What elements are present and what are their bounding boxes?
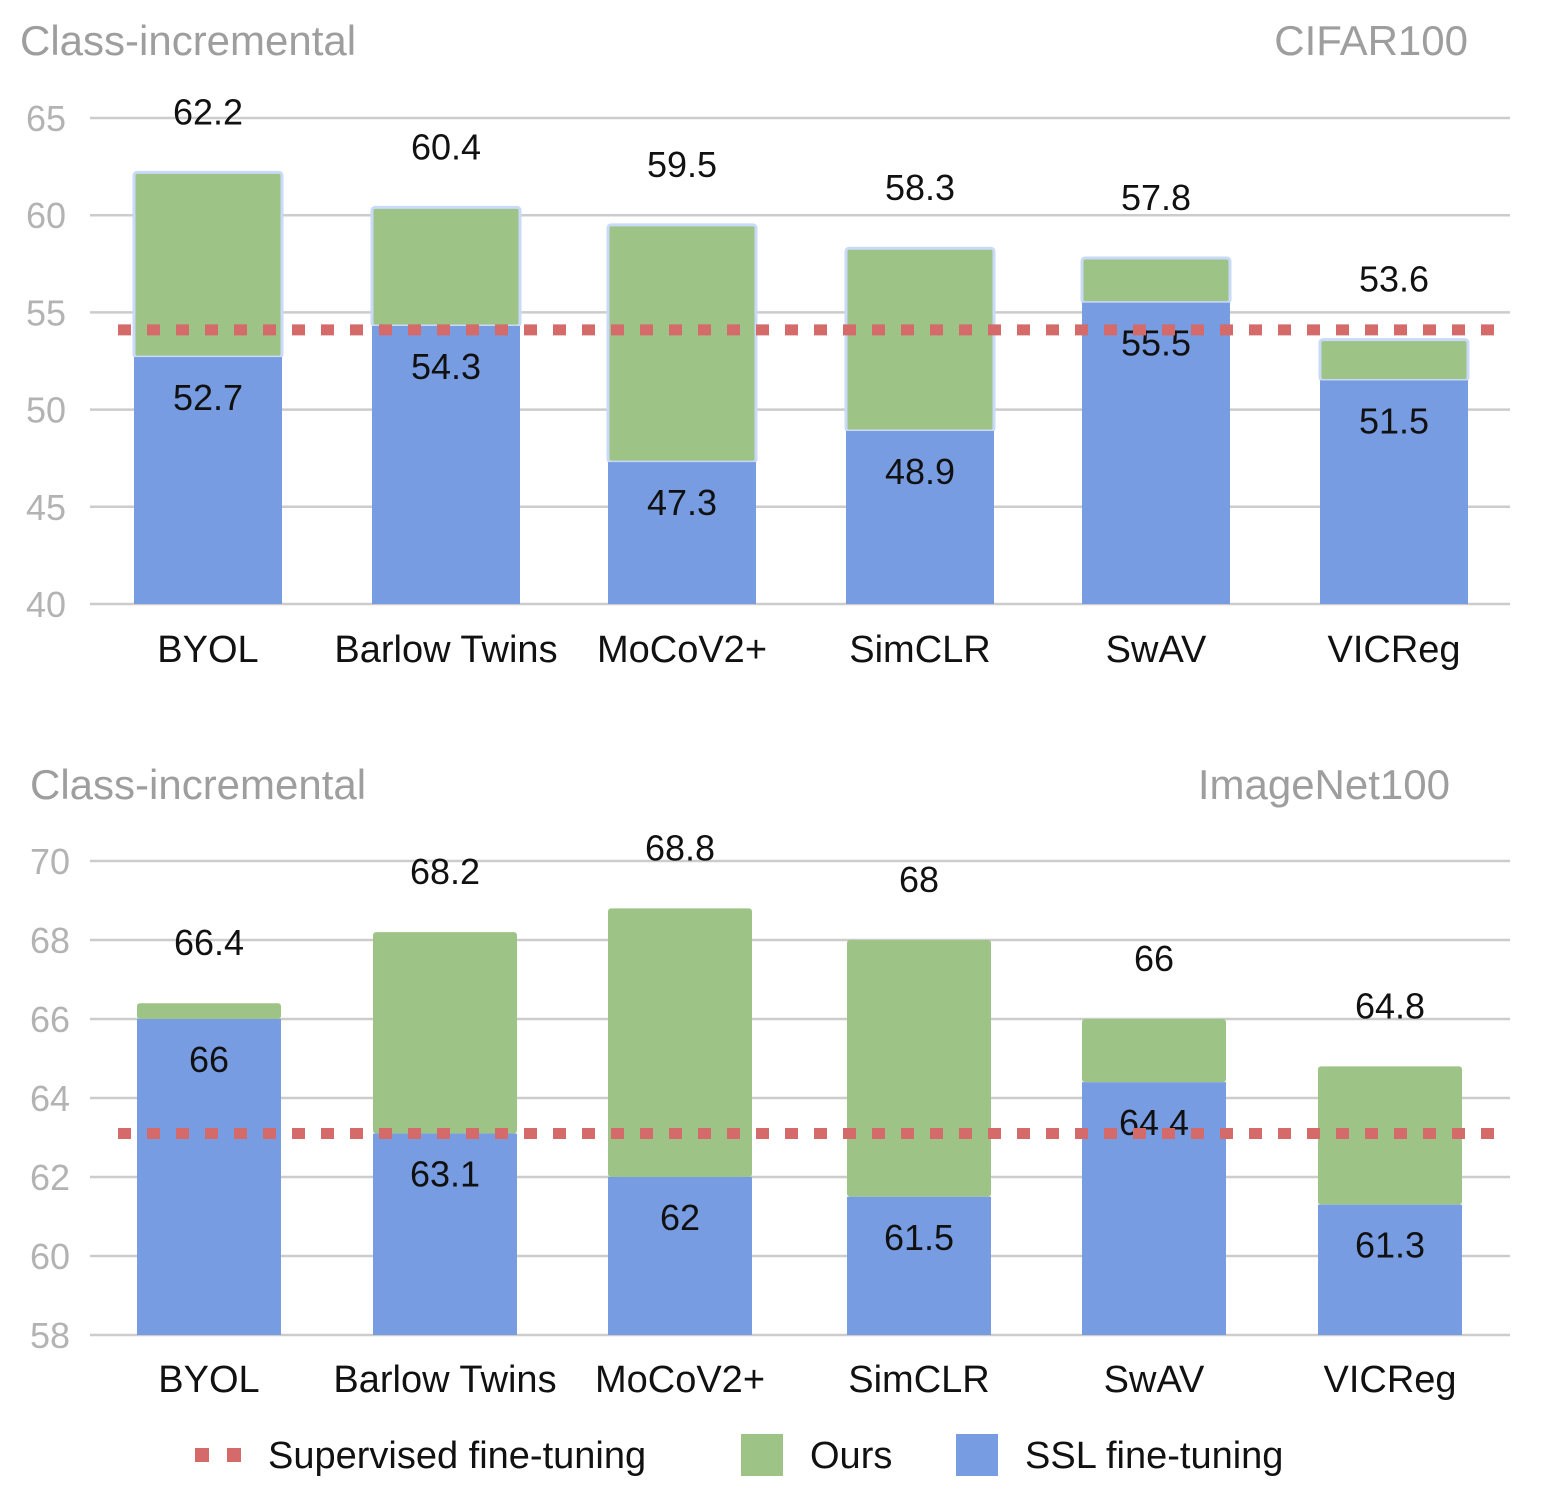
chart2-xtick-label: BYOL [158, 1359, 259, 1401]
chart2-total-label: 64.8 [1355, 985, 1425, 1026]
chart1-bar-ssl [134, 357, 282, 604]
chart1-xtick-label: VICReg [1327, 629, 1460, 671]
chart2-bar-ours [1082, 1019, 1226, 1083]
chart2-bar-ssl [373, 1133, 517, 1335]
chart1-bar-ssl [1082, 302, 1230, 604]
chart1-xtick-label: BYOL [157, 629, 258, 671]
chart2-xtick-label: MoCoV2+ [595, 1359, 765, 1401]
chart2-title: Class-incremental [30, 761, 366, 808]
chart1-total-label: 59.5 [647, 144, 717, 185]
chart1-ytick-label: 65 [26, 98, 66, 139]
chart2-bar-ours [847, 940, 991, 1197]
legend-ssl-label: SSL fine-tuning [1025, 1435, 1283, 1477]
chart1-bar-ours [844, 246, 996, 433]
legend-ssl-swatch [956, 1434, 998, 1476]
chart1-ytick-label: 40 [26, 584, 66, 625]
chart2-total-label: 68.2 [410, 851, 480, 892]
legend-ours-swatch [741, 1434, 783, 1476]
chart2-ytick-label: 58 [30, 1315, 70, 1356]
chart1-bar-ours [606, 223, 758, 464]
chart1-bar-ssl [846, 430, 994, 604]
chart2-xtick-label: Barlow Twins [333, 1359, 556, 1401]
chart1-total-label: 58.3 [885, 167, 955, 208]
chart2-bar-ours [137, 1003, 281, 1019]
chart1-title: Class-incremental [20, 17, 356, 64]
chart2-xtick-label: VICReg [1323, 1359, 1456, 1401]
chart1-ssl-label: 51.5 [1359, 400, 1429, 441]
chart2-bar-ssl [608, 1177, 752, 1335]
chart1-xtick-label: MoCoV2+ [597, 629, 767, 671]
chart1-subtitle: CIFAR100 [1274, 17, 1468, 64]
chart2-ytick-label: 68 [30, 920, 70, 961]
chart1-total-label: 57.8 [1121, 177, 1191, 218]
chart2-ssl-label: 66 [189, 1039, 229, 1080]
chart1-total-label: 53.6 [1359, 259, 1429, 300]
chart2-ssl-label: 63.1 [410, 1154, 480, 1195]
chart1-ytick-label: 45 [26, 487, 66, 528]
chart1-ssl-label: 47.3 [647, 482, 717, 523]
chart2-bar-ours [373, 932, 517, 1134]
chart1-ssl-label: 55.5 [1121, 323, 1191, 364]
legend-supervised-swatch [227, 1448, 241, 1462]
chart2-ytick-label: 60 [30, 1236, 70, 1277]
chart2-ssl-label: 61.5 [884, 1217, 954, 1258]
chart1-bar-ours [370, 205, 522, 328]
chart1-bar-ssl [608, 462, 756, 604]
chart2-bar-ours [608, 908, 752, 1177]
chart2-plot: 58 60 62 64 66 68 70 66.4 66 BYOL 68.2 63.1 Barlow T… [30, 827, 1510, 1401]
chart1-ssl-label: 48.9 [885, 451, 955, 492]
chart2-total-label: 68.8 [645, 827, 715, 868]
chart1-xtick-label: Barlow Twins [334, 629, 557, 671]
chart2-total-label: 66 [1134, 938, 1174, 979]
chart2-ssl-label: 64.4 [1119, 1102, 1189, 1143]
chart1-bar-ssl [1320, 380, 1468, 604]
chart2-xtick-label: SimCLR [848, 1359, 989, 1401]
chart1-xtick-label: SimCLR [849, 629, 990, 671]
legend-supervised-label: Supervised fine-tuning [268, 1435, 646, 1477]
chart1-bar-ours [1080, 256, 1232, 305]
chart2-bar-ours [1318, 1066, 1462, 1205]
chart2-bar-ssl [137, 1019, 281, 1335]
legend-supervised-swatch [195, 1448, 209, 1462]
chart1-bar-ssl [372, 326, 520, 604]
chart2-xtick-label: SwAV [1104, 1359, 1205, 1401]
chart2-bar-ssl [1082, 1082, 1226, 1335]
chart1-xtick-label: SwAV [1106, 629, 1207, 671]
chart1-total-label: 62.2 [173, 91, 243, 132]
chart1-ytick-label: 60 [26, 195, 66, 236]
chart2-bar-ssl [847, 1196, 991, 1335]
chart2-ssl-label: 62 [660, 1197, 700, 1238]
chart2-total-label: 68 [899, 859, 939, 900]
chart2-ssl-label: 61.3 [1355, 1225, 1425, 1266]
chart1-ssl-label: 52.7 [173, 377, 243, 418]
legend-ours-label: Ours [810, 1435, 892, 1477]
chart1-ytick-label: 50 [26, 390, 66, 431]
chart1-ytick-label: 55 [26, 292, 66, 333]
chart2-ytick-label: 70 [30, 841, 70, 882]
legend: Supervised fine-tuning Ours SSL fine-tun… [195, 1434, 1283, 1477]
chart2-subtitle: ImageNet100 [1198, 761, 1450, 808]
chart1-ssl-label: 54.3 [411, 346, 481, 387]
chart2-ytick-label: 62 [30, 1157, 70, 1198]
chart2-ytick-label: 66 [30, 999, 70, 1040]
chart2-total-label: 66.4 [174, 922, 244, 963]
chart1-bar-ours [1318, 338, 1470, 382]
chart1-plot: 40 45 50 55 60 65 62.2 52.7 BYOL 60.4 54.3 Barlow T… [26, 91, 1510, 671]
chart2-ytick-label: 64 [30, 1078, 70, 1119]
chart2-bar-ssl [1318, 1204, 1462, 1335]
chart1-total-label: 60.4 [411, 126, 481, 167]
